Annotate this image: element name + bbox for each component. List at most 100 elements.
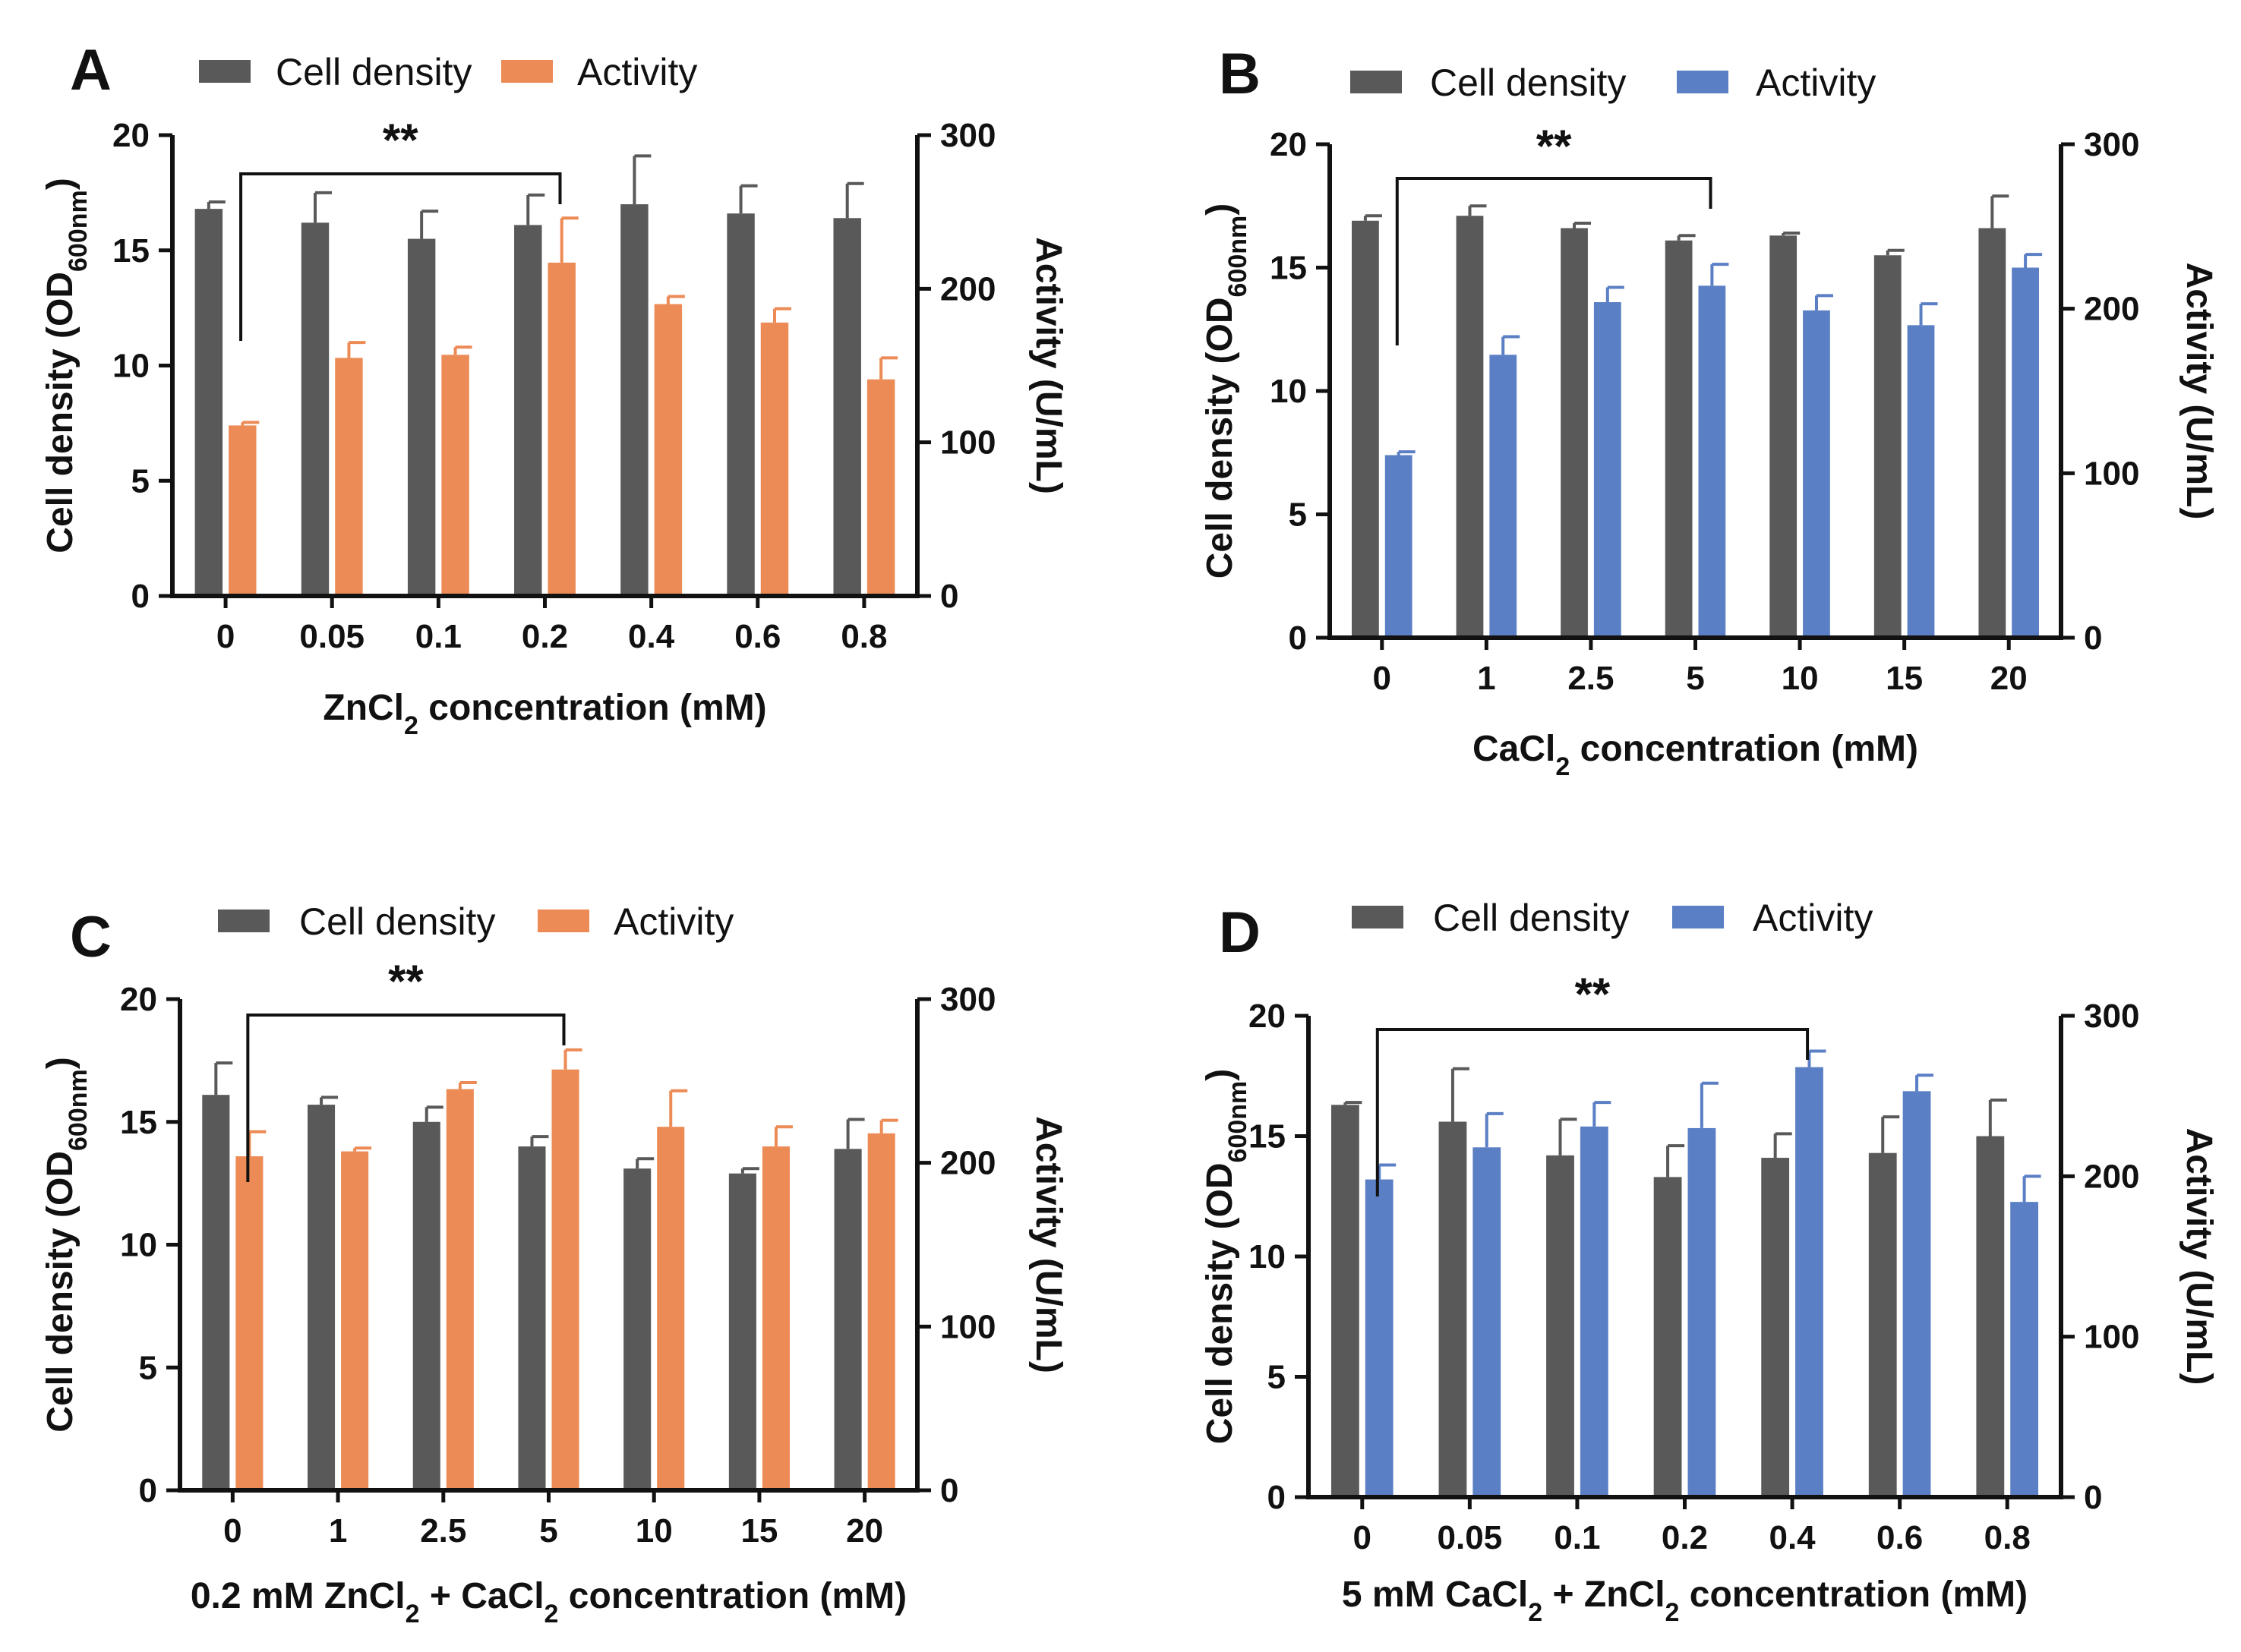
bar-cell-density	[1546, 1155, 1574, 1497]
y-tick-label-left: 5	[1267, 1359, 1286, 1396]
y-tick-label-left: 15	[112, 232, 150, 270]
x-axis-title-part: + ZnCl	[1542, 1575, 1665, 1615]
bar-activity	[341, 1151, 369, 1490]
y-tick-label-left: 5	[131, 462, 150, 500]
bar-activity	[1687, 1127, 1716, 1497]
y-tick-label-left: 15	[1270, 250, 1307, 287]
bar-cell-density	[833, 218, 861, 596]
y-tick-label-left: 15	[120, 1104, 157, 1141]
significance-bracket	[246, 1014, 566, 1182]
y-axis-title-subscript: 600nm	[64, 190, 93, 272]
bar-activity	[1489, 355, 1517, 638]
panel-letter: D	[1219, 900, 1261, 965]
y-tick-label-left: 0	[139, 1472, 157, 1509]
bar-cell-density	[1352, 220, 1379, 638]
legend-label-cell-density: Cell density	[276, 51, 472, 93]
panel-letter: A	[70, 38, 112, 102]
significance-bracket	[1395, 177, 1712, 345]
x-axis-title-subscript: 2	[1555, 752, 1570, 781]
y-tick-label-right: 100	[2084, 1319, 2139, 1356]
x-tick-label: 0.8	[1984, 1519, 2031, 1556]
y-tick-label-left: 0	[1289, 620, 1307, 657]
bar-cell-density	[727, 213, 755, 596]
bar-activity	[867, 1133, 895, 1490]
x-axis-title: 0.2 mM ZnCl2 + CaCl2 concentration (mM)	[191, 1576, 907, 1628]
x-tick-label: 15	[740, 1512, 778, 1550]
panel-a: A Cell density Activity 0 0.05 0.1 0.2 0.4 0.6 0.…	[40, 38, 1068, 740]
y-tick-label-left: 5	[1289, 497, 1307, 534]
bar-activity	[1698, 285, 1726, 638]
y-tick-label-left: 5	[139, 1349, 157, 1386]
y-axis-title-part: )	[1200, 1069, 1240, 1081]
bar-activity	[1795, 1067, 1823, 1497]
y-tick-label-left: 15	[1248, 1118, 1286, 1155]
x-tick-label: 0	[1373, 660, 1391, 697]
x-axis-title-subscript: 2	[404, 711, 418, 740]
y-axis-title-part: )	[40, 178, 80, 190]
y-tick-label-right: 100	[2084, 455, 2139, 492]
y-tick-label-left: 10	[112, 348, 150, 385]
x-tick-label: 0.1	[415, 618, 462, 655]
bar-cell-density	[1868, 1152, 1897, 1497]
bar-activity	[2012, 267, 2039, 638]
bar-activity	[229, 425, 257, 596]
bar-cell-density	[514, 225, 542, 596]
x-tick-label: 0.05	[299, 618, 365, 655]
panel-d: D Cell density Activity 0 0.05 0.1 0.2 0.4 0.6 0.…	[1200, 897, 2219, 1627]
y-tick-label-left: 20	[120, 981, 157, 1018]
x-tick-label: 1	[1477, 660, 1495, 697]
x-tick-label: 0.4	[628, 618, 675, 655]
bar-activity	[441, 355, 469, 596]
legend-label-activity: Activity	[1756, 61, 1876, 104]
y-axis-title-right: Activity (U/mL)	[1028, 237, 1068, 494]
y-tick-label-right: 300	[940, 117, 996, 154]
bar-activity	[762, 1146, 790, 1490]
x-tick-label: 0.2	[522, 618, 568, 655]
x-tick-label: 5	[1686, 660, 1704, 697]
x-tick-label: 20	[1990, 660, 2028, 697]
x-tick-label: 0.6	[734, 618, 781, 655]
bar-activity	[551, 1069, 579, 1490]
x-axis-title-subscript: 2	[406, 1600, 420, 1628]
bar-activity	[1902, 1091, 1931, 1497]
bar-cell-density	[834, 1149, 862, 1490]
bar-cell-density	[1561, 228, 1588, 638]
x-axis-title-part: 5 mM CaCl	[1342, 1575, 1528, 1615]
x-axis-title-subscript: 2	[1665, 1598, 1680, 1627]
significance-label: **	[388, 956, 424, 1007]
y-tick-label-right: 300	[2084, 126, 2139, 163]
x-axis-title-part: concentration (mM)	[558, 1576, 907, 1616]
y-axis-title-left: Cell density (OD600nm)	[1200, 1069, 1252, 1444]
bar-activity	[657, 1127, 685, 1490]
legend-swatch-activity	[501, 60, 553, 83]
bar-cell-density	[1330, 1105, 1359, 1497]
x-tick-label: 0.1	[1554, 1519, 1600, 1556]
x-axis-title-part: concentration (mM)	[1570, 729, 1918, 769]
legend-label-cell-density: Cell density	[299, 900, 495, 943]
y-tick-label-left: 0	[1267, 1479, 1286, 1516]
y-tick-label-right: 200	[940, 1145, 996, 1182]
x-tick-label: 2.5	[420, 1512, 466, 1550]
x-axis-title-subscript: 2	[1528, 1598, 1542, 1627]
y-tick-label-left: 20	[1248, 998, 1286, 1035]
x-tick-label: 10	[636, 1512, 673, 1550]
bar-cell-density	[728, 1173, 756, 1490]
bar-activity	[235, 1156, 264, 1490]
bar-activity	[1907, 325, 1935, 638]
y-tick-label-right: 200	[2084, 1158, 2139, 1195]
x-tick-label: 0.05	[1438, 1519, 1503, 1556]
bar-cell-density	[412, 1121, 440, 1490]
legend-label-cell-density: Cell density	[1433, 897, 1629, 939]
y-axis-title-right: Activity (U/mL)	[2179, 1128, 2219, 1386]
bar-cell-density	[1769, 235, 1798, 638]
y-tick-label-left: 20	[1270, 126, 1307, 163]
panel-letter: C	[70, 905, 112, 969]
y-tick-label-right: 200	[2084, 291, 2139, 328]
bar-cell-density	[1456, 216, 1484, 638]
y-tick-label-right: 0	[940, 1472, 958, 1509]
y-axis-title-part: )	[40, 1057, 80, 1069]
y-tick-label-left: 20	[112, 117, 150, 154]
